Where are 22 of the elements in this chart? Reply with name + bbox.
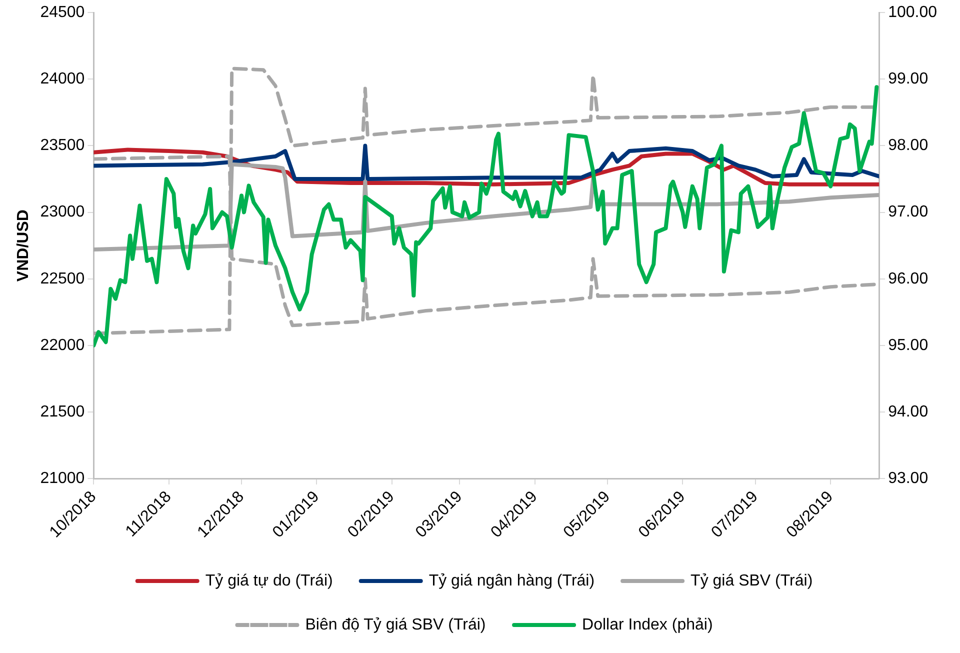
- y2-tick-label: 98.00: [888, 137, 928, 154]
- y-tick-label: 23000: [40, 204, 85, 221]
- legend-label: Biên độ Tỷ giá SBV (Trái): [305, 616, 486, 634]
- y-tick-label: 24500: [40, 4, 85, 22]
- legend-label: Tỷ giá tự do (Trái): [205, 572, 333, 590]
- y-tick-label: 24000: [40, 70, 85, 88]
- y2-tick-label: 95.00: [888, 336, 928, 354]
- y-axis-title: VND/USD: [15, 210, 32, 282]
- legend-label: Tỷ giá SBV (Trái): [690, 572, 813, 590]
- y-tick-label: 21500: [40, 403, 85, 420]
- y-tick-label: 22000: [40, 336, 85, 354]
- y-tick-label: 23500: [40, 137, 85, 154]
- legend-label: Tỷ giá ngân hàng (Trái): [428, 572, 595, 590]
- y-tick-label: 22500: [40, 270, 85, 288]
- y2-tick-label: 97.00: [888, 204, 928, 221]
- y2-tick-label: 93.00: [888, 470, 928, 487]
- y2-tick-label: 100.00: [888, 4, 938, 22]
- legend-label: Dollar Index (phải): [582, 616, 713, 634]
- y2-tick-label: 99.00: [888, 70, 928, 88]
- y2-tick-label: 96.00: [888, 270, 928, 288]
- y2-tick-label: 94.00: [888, 403, 928, 420]
- y-tick-label: 21000: [40, 470, 85, 487]
